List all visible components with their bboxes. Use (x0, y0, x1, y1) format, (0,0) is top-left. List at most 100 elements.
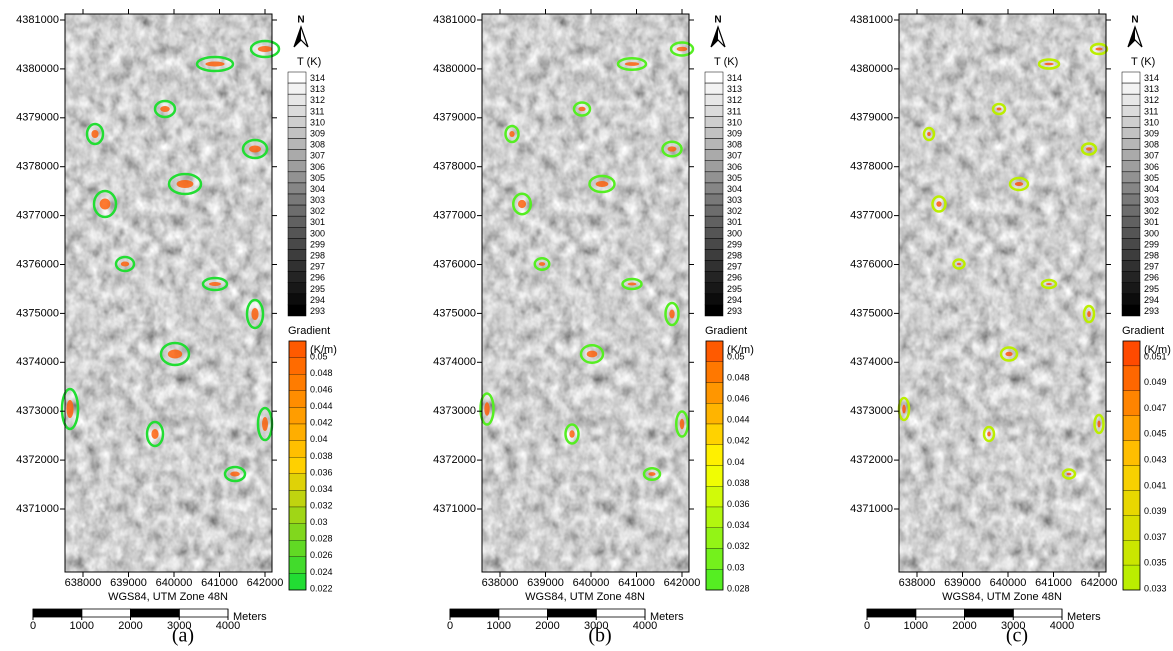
scale-segment (547, 608, 597, 618)
gradient-swatch (288, 473, 307, 491)
gradient-swatch (705, 569, 724, 591)
y-tick-label: 4377000 (850, 210, 893, 222)
scale-tick-label: 2000 (535, 620, 559, 632)
north-arrow-fill (1128, 27, 1135, 47)
temperature-level: 296 (310, 273, 325, 283)
hotspot-rim (664, 301, 680, 327)
gradient-level: 0.032 (310, 501, 333, 511)
gradient-level: 0.028 (727, 583, 750, 593)
gradient-level: 0.032 (727, 541, 750, 551)
temperature-swatch (287, 149, 307, 161)
temperature-swatch (287, 82, 307, 95)
temperature-legend-title: T (K) (297, 56, 321, 68)
temperature-level: 309 (1144, 128, 1159, 138)
gradient-swatch (288, 556, 307, 574)
scale-segment (449, 608, 500, 618)
gradient-level: 0.048 (310, 368, 333, 378)
hotspot-core (578, 106, 586, 112)
gradient-level: 0.03 (727, 562, 745, 572)
scale-segment (130, 608, 180, 618)
hotspot-rim (991, 102, 1007, 116)
scale-segment (866, 608, 917, 618)
gradient-level: 0.044 (727, 415, 750, 425)
hotspot-core (1046, 283, 1052, 285)
gradient-level: 0.026 (310, 550, 333, 560)
gradient-swatch (1122, 415, 1141, 441)
gradient-level: 0.05 (310, 351, 328, 361)
scale-segment (178, 608, 229, 618)
gradient-level: 0.049 (1144, 377, 1167, 387)
map-raster (482, 14, 689, 572)
temperature-swatch (1121, 138, 1141, 150)
temperature-swatch (1121, 116, 1141, 128)
temperature-level: 302 (310, 206, 325, 216)
scale-segment (964, 608, 1014, 618)
temperature-level: 309 (310, 128, 325, 138)
temperature-level: 298 (1144, 250, 1159, 260)
temperature-swatch (704, 238, 724, 250)
temperature-level: 301 (727, 217, 742, 227)
scale-segment (595, 608, 646, 618)
hotspot-core (956, 262, 962, 266)
panel: 4381000 4380000 4379000 4378000 4377000 43760… (16, 9, 337, 647)
hotspot-core (1044, 62, 1054, 66)
temperature-swatch (287, 204, 307, 217)
y-tick-label: 4376000 (16, 258, 59, 270)
temperature-swatch (287, 282, 307, 295)
scale-tick-label: 4000 (216, 620, 240, 632)
y-tick-label: 4377000 (433, 210, 476, 222)
temperature-level: 312 (1144, 95, 1159, 105)
hotspot-rim (1037, 58, 1061, 70)
hotspot-rim (241, 138, 269, 160)
gradient-legend-unit: (K/m) (1144, 344, 1171, 356)
y-tick-label: 4371000 (850, 503, 893, 515)
gradient-swatch (1122, 465, 1141, 491)
y-tick-label: 4371000 (433, 503, 476, 515)
temperature-level: 294 (727, 295, 742, 305)
temperature-level: 293 (310, 306, 325, 316)
panel-label: (a) (172, 625, 194, 647)
temperature-level: 293 (727, 306, 742, 316)
temperature-swatch (704, 138, 724, 150)
hotspot-core (176, 180, 194, 188)
temperature-swatch (287, 215, 307, 228)
gradient-level: 0.038 (727, 478, 750, 488)
hotspot-rim (504, 124, 520, 144)
scale-tick-label: 1000 (904, 620, 928, 632)
y-tick-label: 4380000 (850, 63, 893, 75)
temperature-swatch (1121, 182, 1141, 195)
temperature-swatch (1121, 105, 1141, 117)
hotspot-rim (621, 277, 643, 291)
hotspot-rim (1040, 278, 1058, 290)
gradient-level: 0.04 (727, 457, 745, 467)
temperature-level: 306 (1144, 162, 1159, 172)
temperature-level: 310 (1144, 117, 1159, 127)
temperature-swatch (704, 160, 724, 173)
scale-unit: Meters (233, 611, 267, 623)
temperature-legend-title: T (K) (1131, 56, 1155, 68)
temperature-level: 313 (1144, 84, 1159, 94)
hotspot-core (627, 282, 637, 286)
x-tick-label: 642000 (664, 577, 701, 589)
hotspot-core (1087, 311, 1091, 317)
scale-tick-label: 0 (864, 620, 870, 632)
hotspot-rim (1089, 42, 1109, 56)
temperature-swatch (287, 304, 307, 317)
hotspot-rim (249, 39, 281, 59)
hotspot-rim (512, 192, 532, 216)
hotspot-core (230, 471, 240, 477)
hotspot-core (996, 107, 1002, 111)
scale-tick-label: 1000 (70, 620, 94, 632)
gradient-swatch (288, 357, 307, 375)
temperature-swatch (704, 227, 724, 239)
temperature-swatch (1121, 304, 1141, 317)
hotspot-core (205, 61, 225, 67)
gradient-swatch (1122, 540, 1141, 566)
gradient-swatch (1122, 564, 1141, 591)
temperature-level: 306 (310, 162, 325, 172)
temperature-level: 308 (310, 140, 325, 150)
temperature-level: 314 (1144, 73, 1159, 83)
gradient-legend-unit: (K/m) (727, 344, 754, 356)
hotspot-core (902, 404, 906, 414)
map-frame (898, 13, 1107, 573)
